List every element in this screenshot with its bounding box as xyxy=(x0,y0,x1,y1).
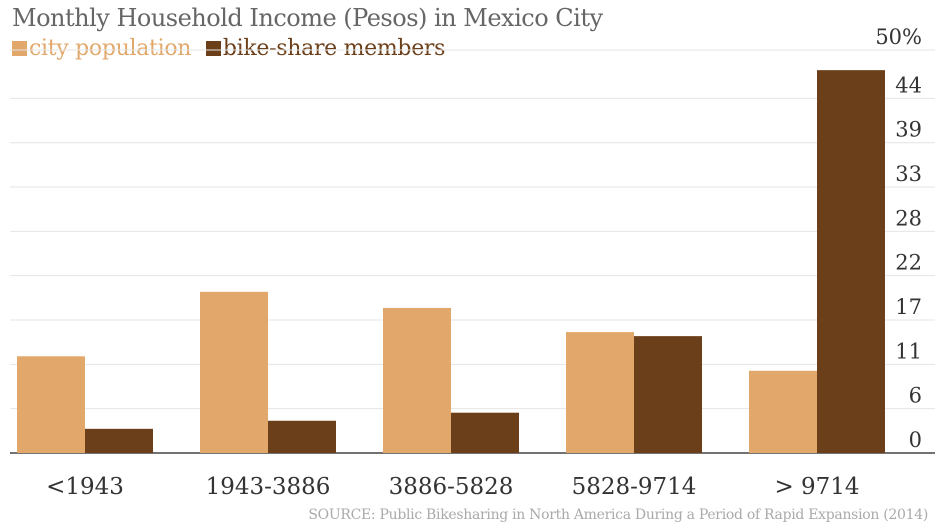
x-category-label-2: 3886-5828 xyxy=(389,474,514,500)
x-category-label-4: > 9714 xyxy=(774,474,859,500)
bar-city-population-4 xyxy=(749,370,817,453)
y-tick-label-9: 50% xyxy=(875,25,922,49)
bar-bike-share-members-0 xyxy=(85,428,153,453)
y-tick-label-1: 6 xyxy=(909,384,922,408)
y-tick-label-6: 33 xyxy=(895,162,922,186)
legend-swatch-city-population xyxy=(12,41,27,56)
y-tick-label-4: 22 xyxy=(895,251,922,275)
bar-city-population-2 xyxy=(383,307,451,453)
legend-item-bike-share-members: bike-share members xyxy=(205,36,446,61)
x-category-label-1: 1943-3886 xyxy=(206,474,331,500)
bar-city-population-3 xyxy=(566,332,634,453)
y-tick-label-7: 39 xyxy=(895,118,922,142)
bar-bike-share-members-1 xyxy=(268,420,336,453)
y-tick-label-0: 0 xyxy=(909,428,922,452)
bar-city-population-1 xyxy=(200,291,268,453)
x-category-label-0: <1943 xyxy=(46,474,124,500)
bar-bike-share-members-4 xyxy=(817,70,885,454)
legend-label-bike-share-members: bike-share members xyxy=(222,36,446,61)
bar-bike-share-members-3 xyxy=(634,336,702,453)
y-tick-label-3: 17 xyxy=(895,295,922,319)
bar-bike-share-members-2 xyxy=(451,412,519,453)
y-tick-label-8: 44 xyxy=(895,73,922,97)
legend: city population bike-share members xyxy=(12,36,453,62)
y-tick-label-2: 11 xyxy=(895,339,922,363)
y-tick-label-5: 28 xyxy=(895,206,922,230)
source-note: SOURCE: Public Bikesharing in North Amer… xyxy=(308,507,928,523)
chart-title: Monthly Household Income (Pesos) in Mexi… xyxy=(12,4,603,32)
bar-city-population-0 xyxy=(17,356,85,453)
x-category-label-3: 5828-9714 xyxy=(572,474,697,500)
legend-item-city-population: city population xyxy=(12,36,191,61)
legend-swatch-bike-share-members xyxy=(205,41,221,56)
legend-label-city-population: city population xyxy=(29,36,192,61)
